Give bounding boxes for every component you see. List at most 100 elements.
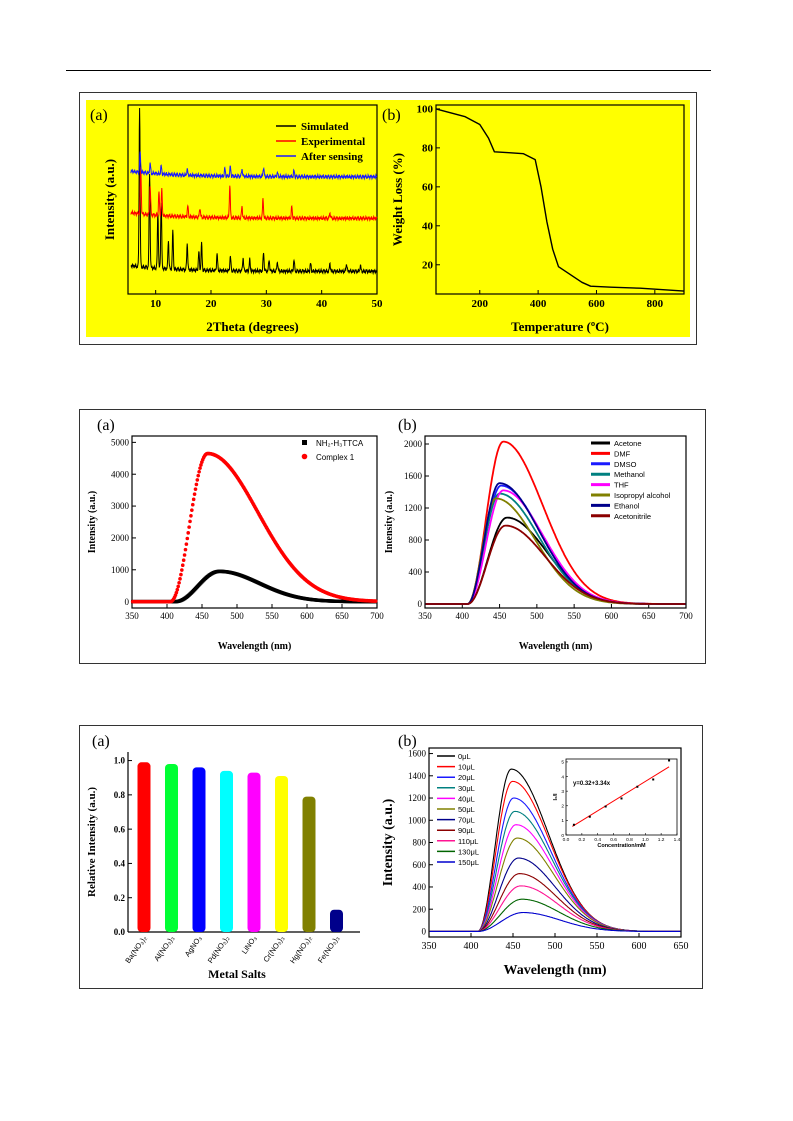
fig3b-series-line [429,911,681,932]
fig1a-ylabel: Intensity (a.u.) [102,159,117,240]
fig1a-xtick-label: 20 [206,298,218,310]
fig2a-point-complex1 [193,487,198,491]
fig3b-legend-label: 20μL [458,773,475,782]
fig2b-xtick-label: 500 [530,611,544,621]
fig3b-inset-point [572,823,575,826]
fig2a-point-complex1 [177,581,181,585]
fig3b-inset-ytick-label: 3 [561,789,564,795]
fig3b-inset-point [652,778,655,781]
fig1b-xtick-label: 800 [647,298,664,310]
fig3b-xlabel: Wavelength (nm) [503,963,606,978]
fig2b-panel-label: (b) [398,417,417,434]
fig3b-xtick-label: 500 [548,941,563,952]
fig3b-legend-label: 110μL [458,837,478,846]
fig2a-legend-circle-marker [301,453,308,460]
fig2a-point-complex1 [190,502,195,507]
fig1a-series-line [130,107,378,276]
fig2a-point-complex1 [181,558,186,563]
fig2b-ytick-label: 0 [418,599,423,609]
fig1b-ytick-label: 40 [422,221,434,233]
fig2a-xtick-label: 550 [265,611,279,621]
fig3b-inset-point [636,785,639,788]
fig3a-category-label: LiNO₃ [240,934,259,956]
fig2b-xlabel: Wavelength (nm) [519,641,593,652]
fig3b-inset-xtick-label: 1.2 [658,837,665,843]
fig3b-legend-label: 90μL [458,826,475,835]
fig2b-legend-label: Acetonitrile [614,512,651,521]
fig2b-ytick-label: 2000 [404,439,423,449]
fig3a-category-label: Al(NO₃)₃ [152,934,176,963]
fig3a-category-label: Fe(NO₃)₃ [316,934,341,965]
fig3a-ytick-label: 1.0 [114,756,126,766]
fig3b-inset-ylabel: I₀/I [553,793,559,801]
fig3b-inset-fit-line [572,766,670,827]
fig3b-panel-label: (b) [398,733,417,750]
figure-1-background [86,100,690,337]
fig2a-xtick-label: 700 [370,611,384,621]
fig3b-xtick-label: 550 [590,941,605,952]
fig1a-xtick-label: 30 [261,298,273,310]
fig3b-xtick-label: 600 [632,941,647,952]
fig2a-plot-frame [131,435,378,609]
fig3b-inset-point [668,759,671,762]
fig2a-legend-label: Complex 1 [316,453,355,462]
fig3b-series-line [429,885,681,932]
fig1b-plot-frame [435,104,685,295]
fig2b-series-line [425,484,686,605]
fig3b-ytick-label: 1000 [408,815,427,825]
fig2a-point-complex1 [184,542,189,546]
fig1a-panel-label: (a) [90,107,108,124]
fig2a-point-complex1 [189,513,193,518]
fig2a-point-complex1 [178,577,182,581]
figure-3-frame: 0.0 0.2 0.4 0.6 0.8 1.0 Ba(NO₃)₂ Al(NO₃)₃ AgNO₃ P… [79,725,703,989]
fig1a-series-line [130,151,378,181]
fig2b-xtick-label: 700 [679,611,693,621]
fig3a-xlabel: Metal Salts [208,967,266,981]
fig2a-point-complex1 [199,463,203,467]
fig3a-category-label: Cr(NO₃)₃ [261,934,286,964]
fig2b-legend-label: THF [614,481,629,490]
fig3b-inset-xtick-label: 0.0 [563,837,570,843]
fig3a-ytick-label: 0.8 [114,790,126,800]
fig3b-legend-label: 40μL [458,794,475,803]
fig3b-xtick-label: 450 [506,941,521,952]
fig1b-xtick-label: 200 [472,298,489,310]
fig3b-inset-point [620,797,623,800]
fig2a-point-complex1 [174,590,179,595]
figure-1-svg: 10 20 30 40 50 (a) Intensity (a.u.) 2Theta (deg… [86,100,690,337]
fig2a-ytick-label: 1000 [111,565,130,575]
fig1a-legend-label: After sensing [301,151,363,163]
fig3a-ylabel: Relative Intensity (a.u.) [86,787,98,897]
fig2a-xtick-label: 350 [125,611,139,621]
fig1a-series-line [130,166,378,222]
fig3b-inset-frame [565,758,678,836]
fig3a-panel-label: (a) [92,733,110,750]
fig2b-ytick-label: 800 [409,535,423,545]
fig3a-bar [165,764,178,932]
fig2a-ytick-label: 4000 [111,469,130,479]
fig1a-legend-label: Experimental [301,136,365,148]
fig3b-inset-xtick-label: 0.2 [579,837,586,843]
fig3b-inset-xlabel: Concentration/mM [597,843,646,849]
fig1a-xtick-label: 40 [316,298,328,310]
fig2b-xtick-label: 650 [642,611,656,621]
fig3b-inset-xtick-label: 0.4 [594,837,601,843]
fig3b-inset-xtick-label: 1.4 [674,837,681,843]
fig2a-point-complex1 [182,553,187,557]
page-header-rule [66,70,711,71]
fig2a-panel-label: (a) [97,417,115,434]
fig1b-ytick-label: 100 [417,104,434,116]
fig2b-plot-frame [424,435,687,609]
fig2b-xtick-label: 550 [567,611,581,621]
fig3a-bar [192,767,206,932]
fig2a-point-complex1 [191,497,196,502]
fig3b-legend-label: 0μL [458,752,471,761]
fig3b-ytick-label: 1400 [408,771,427,781]
fig3a-category-label: Hg(NO₃)₂ [288,934,314,965]
fig3b-legend-label: 70μL [458,816,475,825]
fig2b-series-line [425,440,686,605]
fig3b-ylabel: Intensity (a.u.) [381,798,396,886]
fig2a-point-complex1 [192,492,197,496]
fig2a-xtick-label: 400 [160,611,174,621]
fig3b-legend-label: 30μL [458,784,475,793]
